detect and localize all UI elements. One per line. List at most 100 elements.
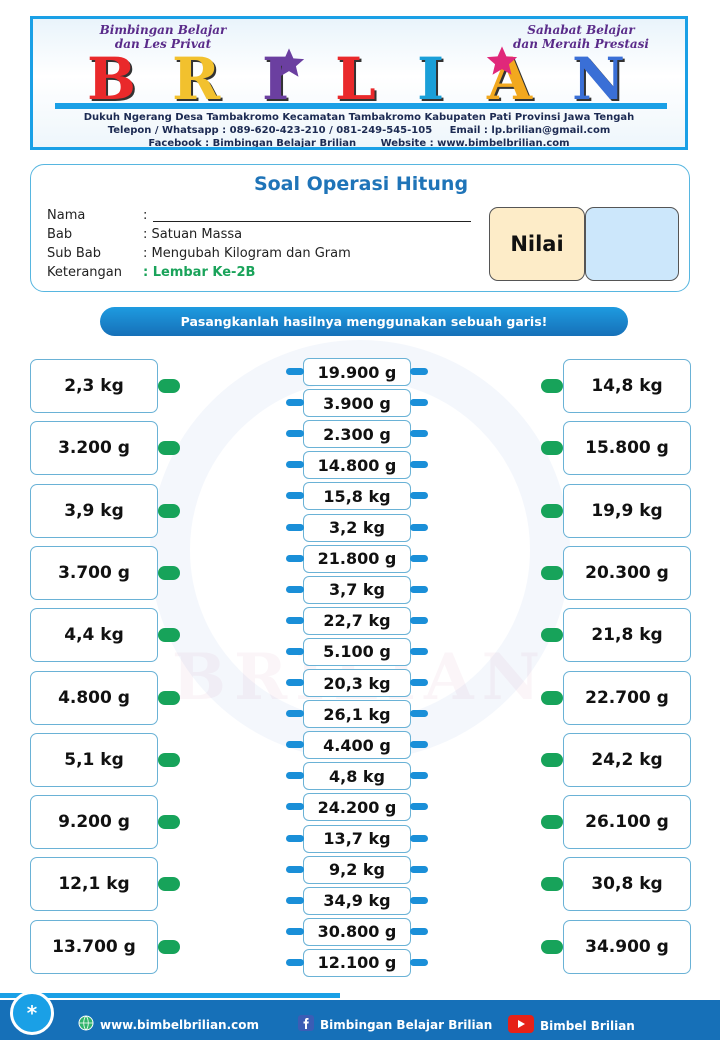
middle-left-connector[interactable]: [286, 554, 304, 562]
middle-left-connector[interactable]: [286, 430, 304, 438]
left-connector-dot[interactable]: [158, 690, 180, 705]
right-item-box[interactable]: 14,8 kg: [563, 359, 691, 413]
middle-item-box[interactable]: 3,2 kg: [303, 513, 411, 542]
right-item-box[interactable]: 34.900 g: [563, 919, 691, 974]
middle-right-connector[interactable]: [410, 803, 428, 811]
middle-right-connector[interactable]: [410, 772, 428, 780]
left-connector-dot[interactable]: [158, 752, 180, 767]
middle-right-connector[interactable]: [410, 616, 428, 624]
middle-right-connector[interactable]: [410, 492, 428, 500]
left-connector-dot[interactable]: [158, 503, 180, 518]
footer-website[interactable]: www.bimbelbrilian.com: [78, 1015, 259, 1034]
right-connector-dot[interactable]: [541, 565, 563, 580]
left-item-box[interactable]: 12,1 kg: [30, 857, 158, 912]
middle-left-connector[interactable]: [286, 647, 304, 655]
middle-left-connector[interactable]: [286, 399, 304, 407]
left-item-box[interactable]: 4,4 kg: [30, 608, 158, 663]
middle-item-box[interactable]: 20,3 kg: [303, 669, 411, 697]
nama-write-line[interactable]: [153, 221, 471, 222]
middle-left-connector[interactable]: [286, 368, 304, 375]
left-item-box[interactable]: 3.200 g: [30, 421, 158, 476]
middle-left-connector[interactable]: [286, 523, 304, 531]
left-item-box[interactable]: 2,3 kg: [30, 359, 158, 413]
nilai-score-box[interactable]: [585, 207, 679, 281]
middle-left-connector[interactable]: [286, 616, 304, 624]
middle-item-box[interactable]: 26,1 kg: [303, 700, 411, 729]
left-item-box[interactable]: 3.700 g: [30, 545, 158, 600]
middle-right-connector[interactable]: [410, 834, 428, 842]
footer-facebook[interactable]: Bimbingan Belajar Brilian: [298, 1015, 492, 1034]
middle-left-connector[interactable]: [286, 834, 304, 842]
right-connector-dot[interactable]: [541, 441, 563, 456]
middle-item-box[interactable]: 13,7 kg: [303, 824, 411, 853]
left-connector-dot[interactable]: [158, 628, 180, 643]
left-connector-dot[interactable]: [158, 877, 180, 892]
middle-right-connector[interactable]: [410, 710, 428, 718]
right-item-box[interactable]: 26.100 g: [563, 795, 691, 850]
middle-left-connector[interactable]: [286, 927, 304, 935]
right-item-box[interactable]: 30,8 kg: [563, 857, 691, 912]
right-connector-dot[interactable]: [541, 752, 563, 767]
middle-right-connector[interactable]: [410, 430, 428, 438]
middle-left-connector[interactable]: [286, 585, 304, 593]
middle-item-box[interactable]: 2.300 g: [303, 420, 411, 449]
right-connector-dot[interactable]: [541, 628, 563, 643]
middle-item-box[interactable]: 30.800 g: [303, 917, 411, 946]
right-connector-dot[interactable]: [541, 379, 563, 393]
middle-right-connector[interactable]: [410, 647, 428, 655]
middle-right-connector[interactable]: [410, 958, 428, 966]
middle-item-box[interactable]: 34,9 kg: [303, 886, 411, 915]
middle-left-connector[interactable]: [286, 865, 304, 873]
middle-left-connector[interactable]: [286, 492, 304, 500]
middle-item-box[interactable]: 12.100 g: [303, 948, 411, 977]
right-connector-dot[interactable]: [541, 690, 563, 705]
middle-right-connector[interactable]: [410, 461, 428, 469]
right-item-box[interactable]: 24,2 kg: [563, 732, 691, 787]
right-connector-dot[interactable]: [541, 503, 563, 518]
middle-item-box[interactable]: 3,7 kg: [303, 575, 411, 604]
middle-item-box[interactable]: 15,8 kg: [303, 482, 411, 511]
middle-left-connector[interactable]: [286, 803, 304, 811]
middle-item-box[interactable]: 14.800 g: [303, 451, 411, 480]
right-connector-dot[interactable]: [541, 939, 563, 954]
right-item-box[interactable]: 19,9 kg: [563, 483, 691, 538]
middle-item-box[interactable]: 5.100 g: [303, 637, 411, 666]
middle-left-connector[interactable]: [286, 958, 304, 966]
middle-right-connector[interactable]: [410, 896, 428, 904]
footer-youtube[interactable]: Bimbel Brilian: [508, 1015, 635, 1036]
left-connector-dot[interactable]: [158, 565, 180, 580]
right-item-box[interactable]: 20.300 g: [563, 545, 691, 600]
middle-right-connector[interactable]: [410, 585, 428, 593]
middle-right-connector[interactable]: [410, 679, 428, 686]
left-connector-dot[interactable]: [158, 939, 180, 954]
middle-right-connector[interactable]: [410, 927, 428, 935]
middle-left-connector[interactable]: [286, 741, 304, 749]
middle-item-box[interactable]: 4.400 g: [303, 731, 411, 760]
right-connector-dot[interactable]: [541, 815, 563, 830]
middle-right-connector[interactable]: [410, 865, 428, 873]
middle-item-box[interactable]: 19.900 g: [303, 358, 411, 386]
middle-right-connector[interactable]: [410, 368, 428, 375]
middle-item-box[interactable]: 4,8 kg: [303, 762, 411, 791]
middle-left-connector[interactable]: [286, 896, 304, 904]
left-item-box[interactable]: 13.700 g: [30, 919, 158, 974]
middle-left-connector[interactable]: [286, 772, 304, 780]
left-connector-dot[interactable]: [158, 379, 180, 393]
middle-item-box[interactable]: 24.200 g: [303, 793, 411, 822]
left-item-box[interactable]: 5,1 kg: [30, 732, 158, 787]
left-item-box[interactable]: 3,9 kg: [30, 483, 158, 538]
right-item-box[interactable]: 22.700 g: [563, 670, 691, 725]
left-connector-dot[interactable]: [158, 441, 180, 456]
middle-item-box[interactable]: 22,7 kg: [303, 606, 411, 635]
left-connector-dot[interactable]: [158, 815, 180, 830]
middle-left-connector[interactable]: [286, 461, 304, 469]
middle-right-connector[interactable]: [410, 399, 428, 407]
middle-right-connector[interactable]: [410, 554, 428, 562]
middle-item-box[interactable]: 21.800 g: [303, 544, 411, 573]
right-connector-dot[interactable]: [541, 877, 563, 892]
right-item-box[interactable]: 15.800 g: [563, 421, 691, 476]
middle-left-connector[interactable]: [286, 679, 304, 686]
middle-right-connector[interactable]: [410, 741, 428, 749]
right-item-box[interactable]: 21,8 kg: [563, 608, 691, 663]
left-item-box[interactable]: 4.800 g: [30, 670, 158, 725]
